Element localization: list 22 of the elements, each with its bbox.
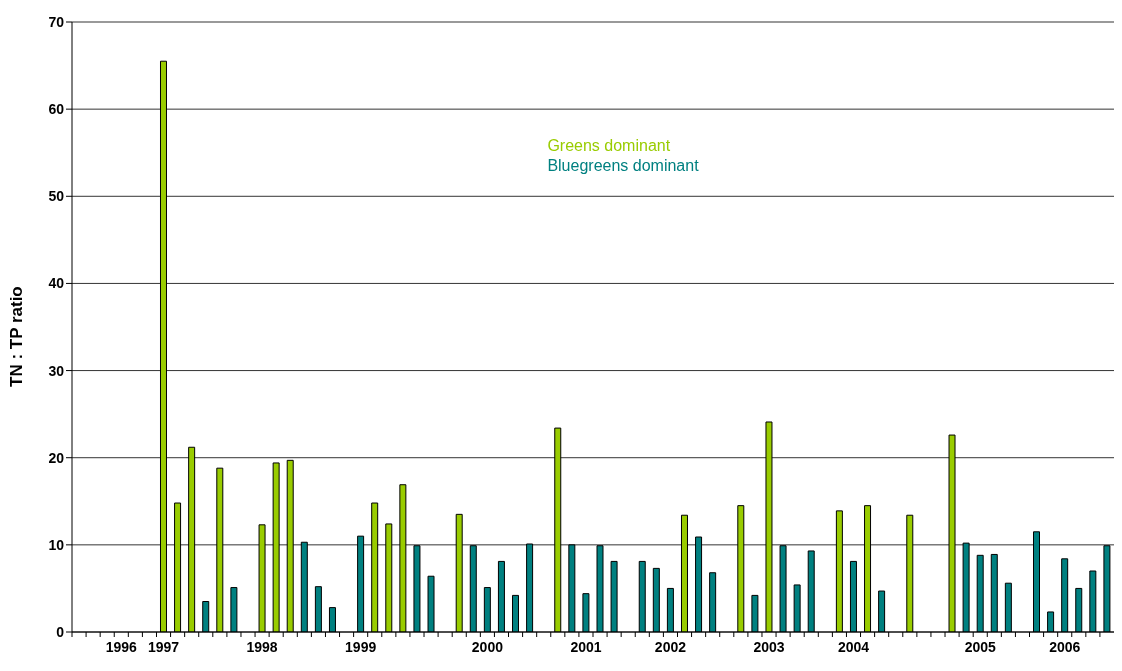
y-tick-label: 20 bbox=[48, 449, 65, 466]
x-tick-label: 1997 bbox=[147, 639, 180, 655]
text: Bluegreens dominant bbox=[547, 156, 699, 176]
y-tick-label: 10 bbox=[48, 536, 65, 553]
x-tick-label: 1998 bbox=[246, 639, 278, 655]
y-tick-label: 0 bbox=[56, 623, 65, 640]
x-tick-label: 2005 bbox=[964, 639, 997, 655]
text: Greens dominant bbox=[547, 136, 672, 156]
y-tick-label: 60 bbox=[48, 101, 65, 118]
x-tick-label: 2000 bbox=[471, 639, 504, 655]
x-tick-label: 2006 bbox=[1049, 639, 1081, 655]
y-tick-label: 30 bbox=[48, 362, 65, 379]
x-tick-label: 1996 bbox=[105, 639, 138, 655]
x-tick-label: 2004 bbox=[837, 639, 870, 655]
y-tick-label: 50 bbox=[48, 188, 65, 205]
x-tick-label: 2002 bbox=[654, 639, 687, 655]
x-tick-label: 2001 bbox=[570, 639, 602, 655]
x-tick-label: 2003 bbox=[753, 639, 785, 655]
y-tick-label: 70 bbox=[48, 13, 65, 30]
y-tick-label: 40 bbox=[48, 275, 65, 292]
y-axis-title: TN : TP ratio bbox=[7, 286, 27, 387]
x-tick-label: 1999 bbox=[345, 639, 377, 655]
